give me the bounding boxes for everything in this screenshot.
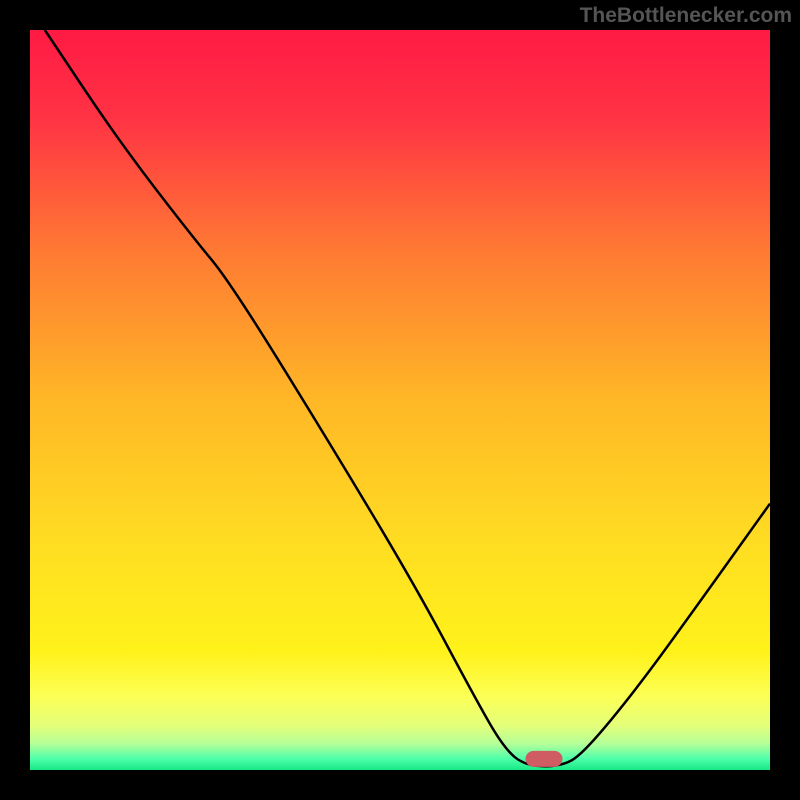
watermark-text: TheBottlenecker.com <box>580 4 792 28</box>
plot-area <box>30 30 770 770</box>
optimal-marker <box>526 751 563 767</box>
curve-layer <box>30 30 770 770</box>
bottleneck-curve <box>45 30 770 766</box>
